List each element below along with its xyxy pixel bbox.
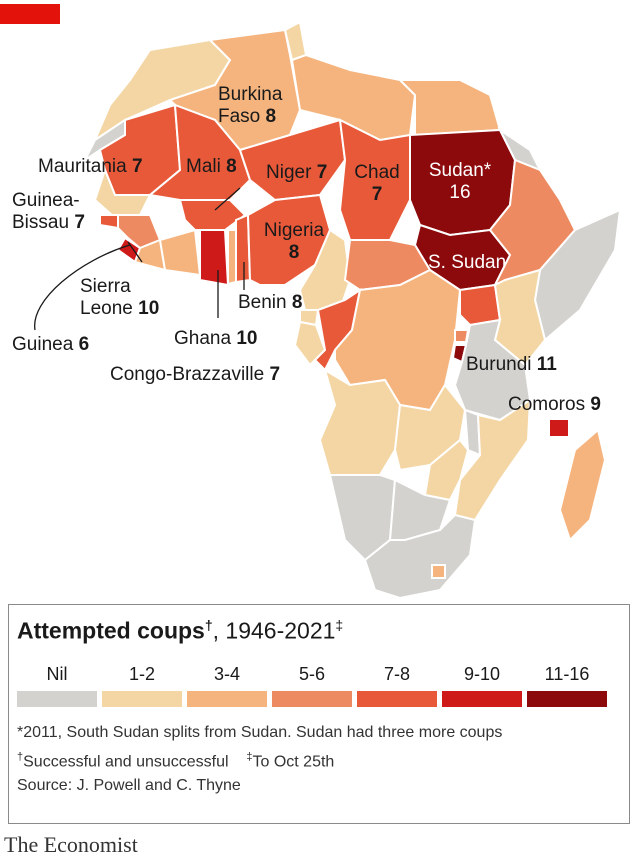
country-egypt <box>397 79 502 137</box>
legend-swatch <box>102 691 182 707</box>
leader-line-burkina <box>214 187 241 211</box>
label-nigeria: Nigeria 8 <box>263 220 325 263</box>
legend-item: 9-10 <box>442 663 522 707</box>
label-mauritania: Mauritania 7 <box>38 156 143 177</box>
country-angola <box>318 367 402 476</box>
legend-swatch <box>187 691 267 707</box>
country-cote-divoire <box>158 228 202 277</box>
label-south-sudan: S. Sudan <box>428 252 507 273</box>
footnote-source: Source: J. Powell and C. Thyne <box>17 777 241 795</box>
leader-line-guinea <box>34 244 131 331</box>
legend-item: 1-2 <box>102 663 182 707</box>
legend-item: Nil <box>17 663 97 707</box>
footnote-sudan: *2011, South Sudan splits from Sudan. Su… <box>17 724 503 741</box>
label-guinea: Guinea 6 <box>12 334 90 355</box>
label-comoros: Comoros 9 <box>508 394 601 415</box>
legend-bin-label: 9-10 <box>463 664 501 684</box>
label-burkina-faso: Burkina Faso 8 <box>218 84 283 127</box>
label-sudan: Sudan* 16 <box>428 160 492 203</box>
label-guinea-bissau: Guinea- Bissau 7 <box>12 190 85 233</box>
legend-item: 5-6 <box>272 663 352 707</box>
legend-bin-label: Nil <box>46 664 68 684</box>
legend-panel: Attempted coups†, 1946-2021‡ Nil 1-2 3-4 5-… <box>8 604 630 824</box>
legend-swatch <box>17 691 97 707</box>
legend-item: 11-16 <box>527 663 607 707</box>
legend-bin-label: 1-2 <box>128 664 155 684</box>
country-cameroon <box>298 228 352 311</box>
brand-red-tag <box>0 4 60 24</box>
country-niger <box>238 118 347 202</box>
country-madagascar <box>558 428 607 542</box>
country-mozambique <box>453 398 532 522</box>
legend-bin-label: 3-4 <box>213 664 240 684</box>
label-niger: Niger 7 <box>266 162 328 183</box>
country-comoros <box>550 420 568 436</box>
legend-scale: Nil 1-2 3-4 5-6 7-8 9-10 11-16 <box>17 663 617 707</box>
label-chad: Chad 7 <box>354 162 400 205</box>
label-burundi: Burundi 11 <box>466 354 557 375</box>
footnote-marks: †Successful and unsuccessful ‡To Oct 25t… <box>17 751 335 771</box>
label-benin: Benin 8 <box>238 292 303 313</box>
label-sierra-leone: Sierra Leone 10 <box>80 276 160 319</box>
legend-bin-label: 7-8 <box>383 664 410 684</box>
leader-line-sierra-leone <box>127 241 143 263</box>
country-togo <box>227 229 237 286</box>
country-libya <box>290 53 417 142</box>
label-ghana: Ghana 10 <box>174 328 258 349</box>
legend-swatch <box>272 691 352 707</box>
legend-item: 3-4 <box>187 663 267 707</box>
legend-swatch <box>357 691 437 707</box>
legend-bin-label: 5-6 <box>298 664 325 684</box>
legend-bin-label: 11-16 <box>544 664 590 684</box>
legend-item: 7-8 <box>357 663 437 707</box>
footnotes: *2011, South Sudan splits from Sudan. Su… <box>17 721 502 798</box>
africa-map <box>34 20 622 600</box>
brand-wordmark: The Economist <box>4 832 138 857</box>
country-south-africa <box>363 513 477 600</box>
country-ghana <box>199 229 230 287</box>
label-congo-brazzaville: Congo-Brazzaville 7 <box>110 364 281 385</box>
country-uganda <box>459 283 502 327</box>
label-mali: Mali 8 <box>186 156 237 177</box>
legend-swatch <box>527 691 607 707</box>
legend-title: Attempted coups†, 1946-2021‡ <box>17 617 344 644</box>
country-lesotho <box>431 564 446 579</box>
legend-swatch <box>442 691 522 707</box>
